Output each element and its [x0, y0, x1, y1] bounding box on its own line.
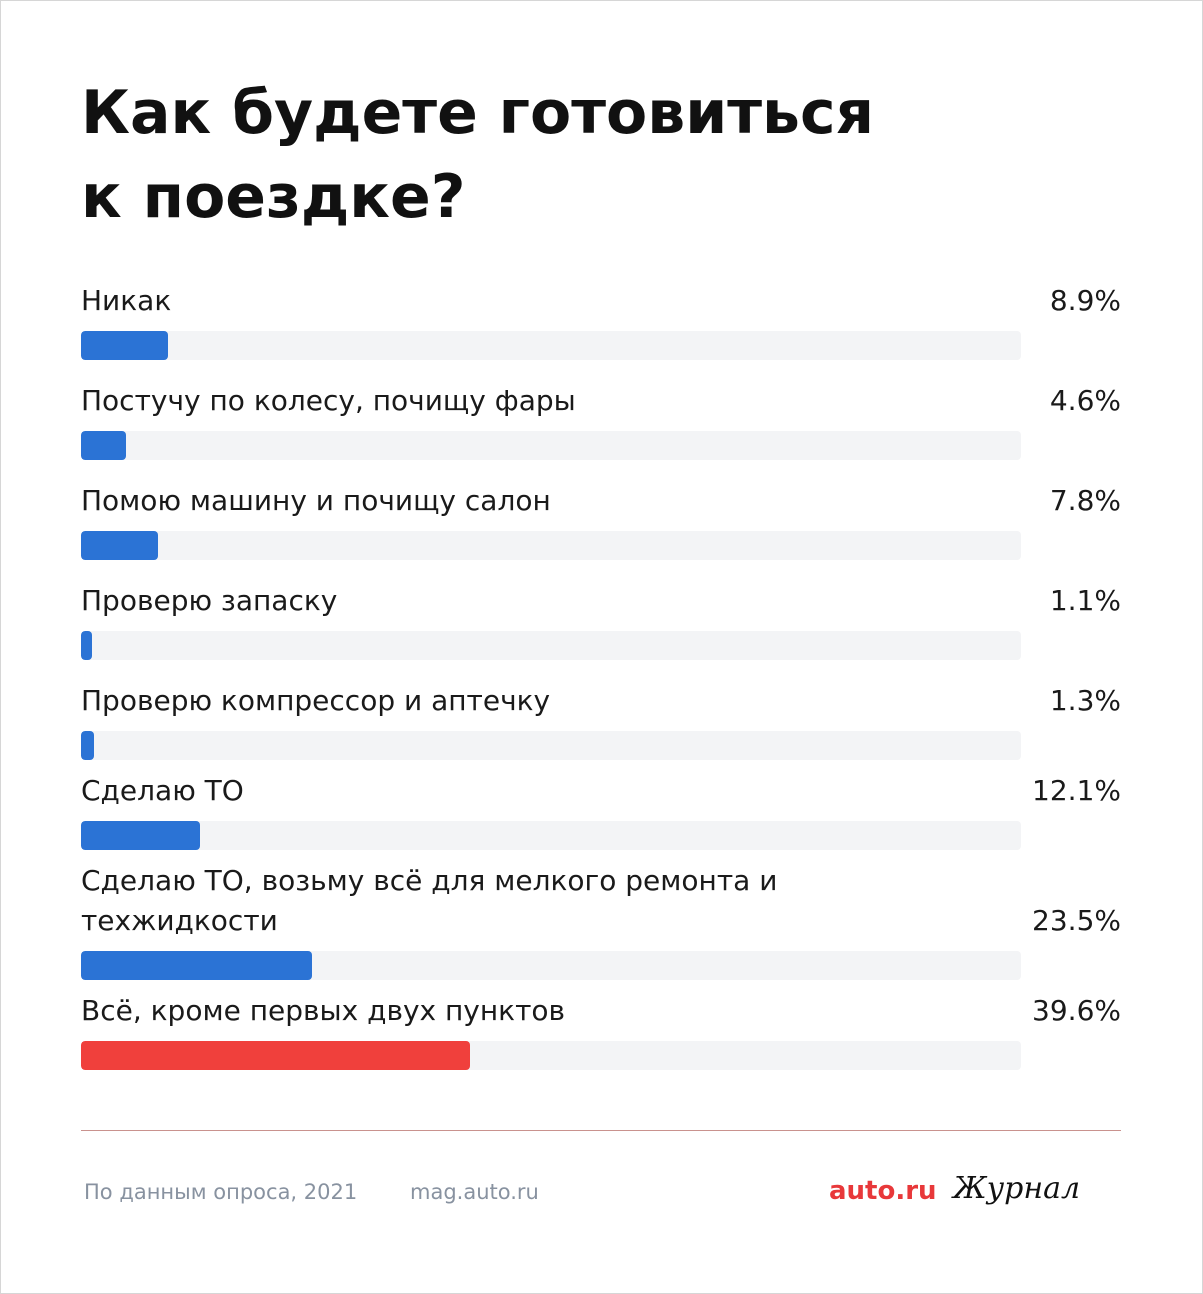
bar — [81, 1041, 470, 1070]
bar-label: Никак — [81, 281, 881, 321]
bar — [81, 951, 312, 980]
bar-label: Сделаю ТО, возьму всё для мелкого ремонт… — [81, 861, 881, 941]
bar — [81, 531, 158, 560]
brand-logo: auto.ru — [829, 1176, 937, 1206]
bar-value-label: 23.5% — [1032, 904, 1121, 937]
bar-label: Всё, кроме первых двух пунктов — [81, 991, 881, 1031]
bar — [81, 331, 168, 360]
bar — [81, 631, 92, 660]
bar-value-label: 12.1% — [1032, 774, 1121, 807]
bar-label-line: Проверю запаску — [81, 584, 338, 617]
chart-title-line-2: к поездке? — [81, 162, 466, 232]
bar-value-label: 8.9% — [1049, 284, 1121, 317]
bar-value-label: 7.8% — [1049, 484, 1121, 517]
source-note: По данным опроса, 2021 — [84, 1180, 358, 1204]
bar-label-line: Сделаю ТО, возьму всё для мелкого ремонт… — [81, 864, 778, 897]
bar-label-line: техжидкости — [81, 904, 278, 937]
bar-value-label: 1.1% — [1049, 584, 1121, 617]
bar — [81, 821, 200, 850]
bar-track — [81, 821, 1021, 850]
bar-track — [81, 431, 1021, 460]
bar-track — [81, 731, 1021, 760]
bar-label-line: Сделаю ТО — [81, 774, 244, 807]
bar-label: Проверю компрессор и аптечку — [81, 681, 881, 721]
bar — [81, 731, 94, 760]
bar-value-label: 4.6% — [1049, 384, 1121, 417]
bar-track — [81, 1041, 1021, 1070]
bar-label: Проверю запаску — [81, 581, 881, 621]
journal-logo: Журнал — [953, 1171, 1081, 1206]
bar-track — [81, 331, 1021, 360]
bar-label-line: Помою машину и почищу салон — [81, 484, 551, 517]
bar-label-line: Никак — [81, 284, 172, 317]
chart-title: Как будете готовиться к поездке? — [81, 71, 981, 239]
bar — [81, 431, 126, 460]
bar-value-label: 39.6% — [1032, 994, 1121, 1027]
bar-label: Помою машину и почищу салон — [81, 481, 881, 521]
site-link[interactable]: mag.auto.ru — [410, 1180, 539, 1204]
bar-label: Постучу по колесу, почищу фары — [81, 381, 881, 421]
bar-track — [81, 531, 1021, 560]
bar-track — [81, 951, 1021, 980]
bar-track — [81, 631, 1021, 660]
bar-value-label: 1.3% — [1049, 684, 1121, 717]
bar-label: Сделаю ТО — [81, 771, 881, 811]
bar-label-line: Всё, кроме первых двух пунктов — [81, 994, 566, 1027]
chart-title-line-1: Как будете готовиться — [81, 78, 875, 148]
bar-label-line: Проверю компрессор и аптечку — [81, 684, 551, 717]
footer-divider — [81, 1130, 1121, 1131]
bar-label-line: Постучу по колесу, почищу фары — [81, 384, 576, 417]
